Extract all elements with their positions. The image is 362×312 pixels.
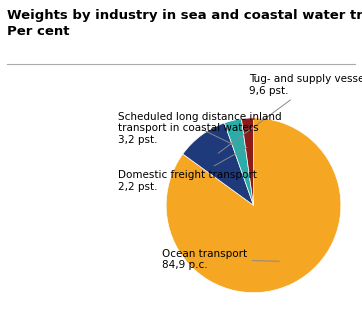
Text: Tug- and supply vessels
9,6 pst.: Tug- and supply vessels 9,6 pst.	[218, 74, 362, 153]
Text: Domestic freight transport
2,2 pst.: Domestic freight transport 2,2 pst.	[118, 147, 257, 192]
Text: Weights by industry in sea and coastal water transport.
Per cent: Weights by industry in sea and coastal w…	[7, 9, 362, 38]
Wedge shape	[183, 123, 253, 205]
Wedge shape	[166, 118, 341, 293]
Wedge shape	[224, 119, 253, 205]
Text: Ocean transport
84,9 p.c.: Ocean transport 84,9 p.c.	[162, 249, 279, 270]
Wedge shape	[241, 118, 253, 205]
Text: Scheduled long distance inland
transport in coastal waters
3,2 pst.: Scheduled long distance inland transport…	[118, 112, 282, 146]
